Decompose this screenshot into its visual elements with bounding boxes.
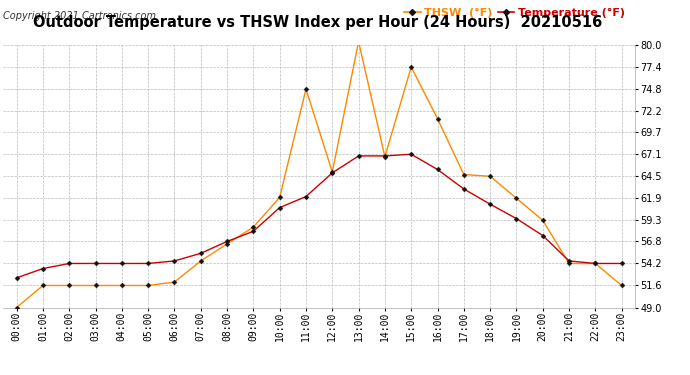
Text: Copyright 2021 Cartronics.com: Copyright 2021 Cartronics.com <box>3 11 157 21</box>
Text: Outdoor Temperature vs THSW Index per Hour (24 Hours)  20210516: Outdoor Temperature vs THSW Index per Ho… <box>33 15 602 30</box>
Legend: THSW  (°F), Temperature (°F): THSW (°F), Temperature (°F) <box>400 3 629 22</box>
